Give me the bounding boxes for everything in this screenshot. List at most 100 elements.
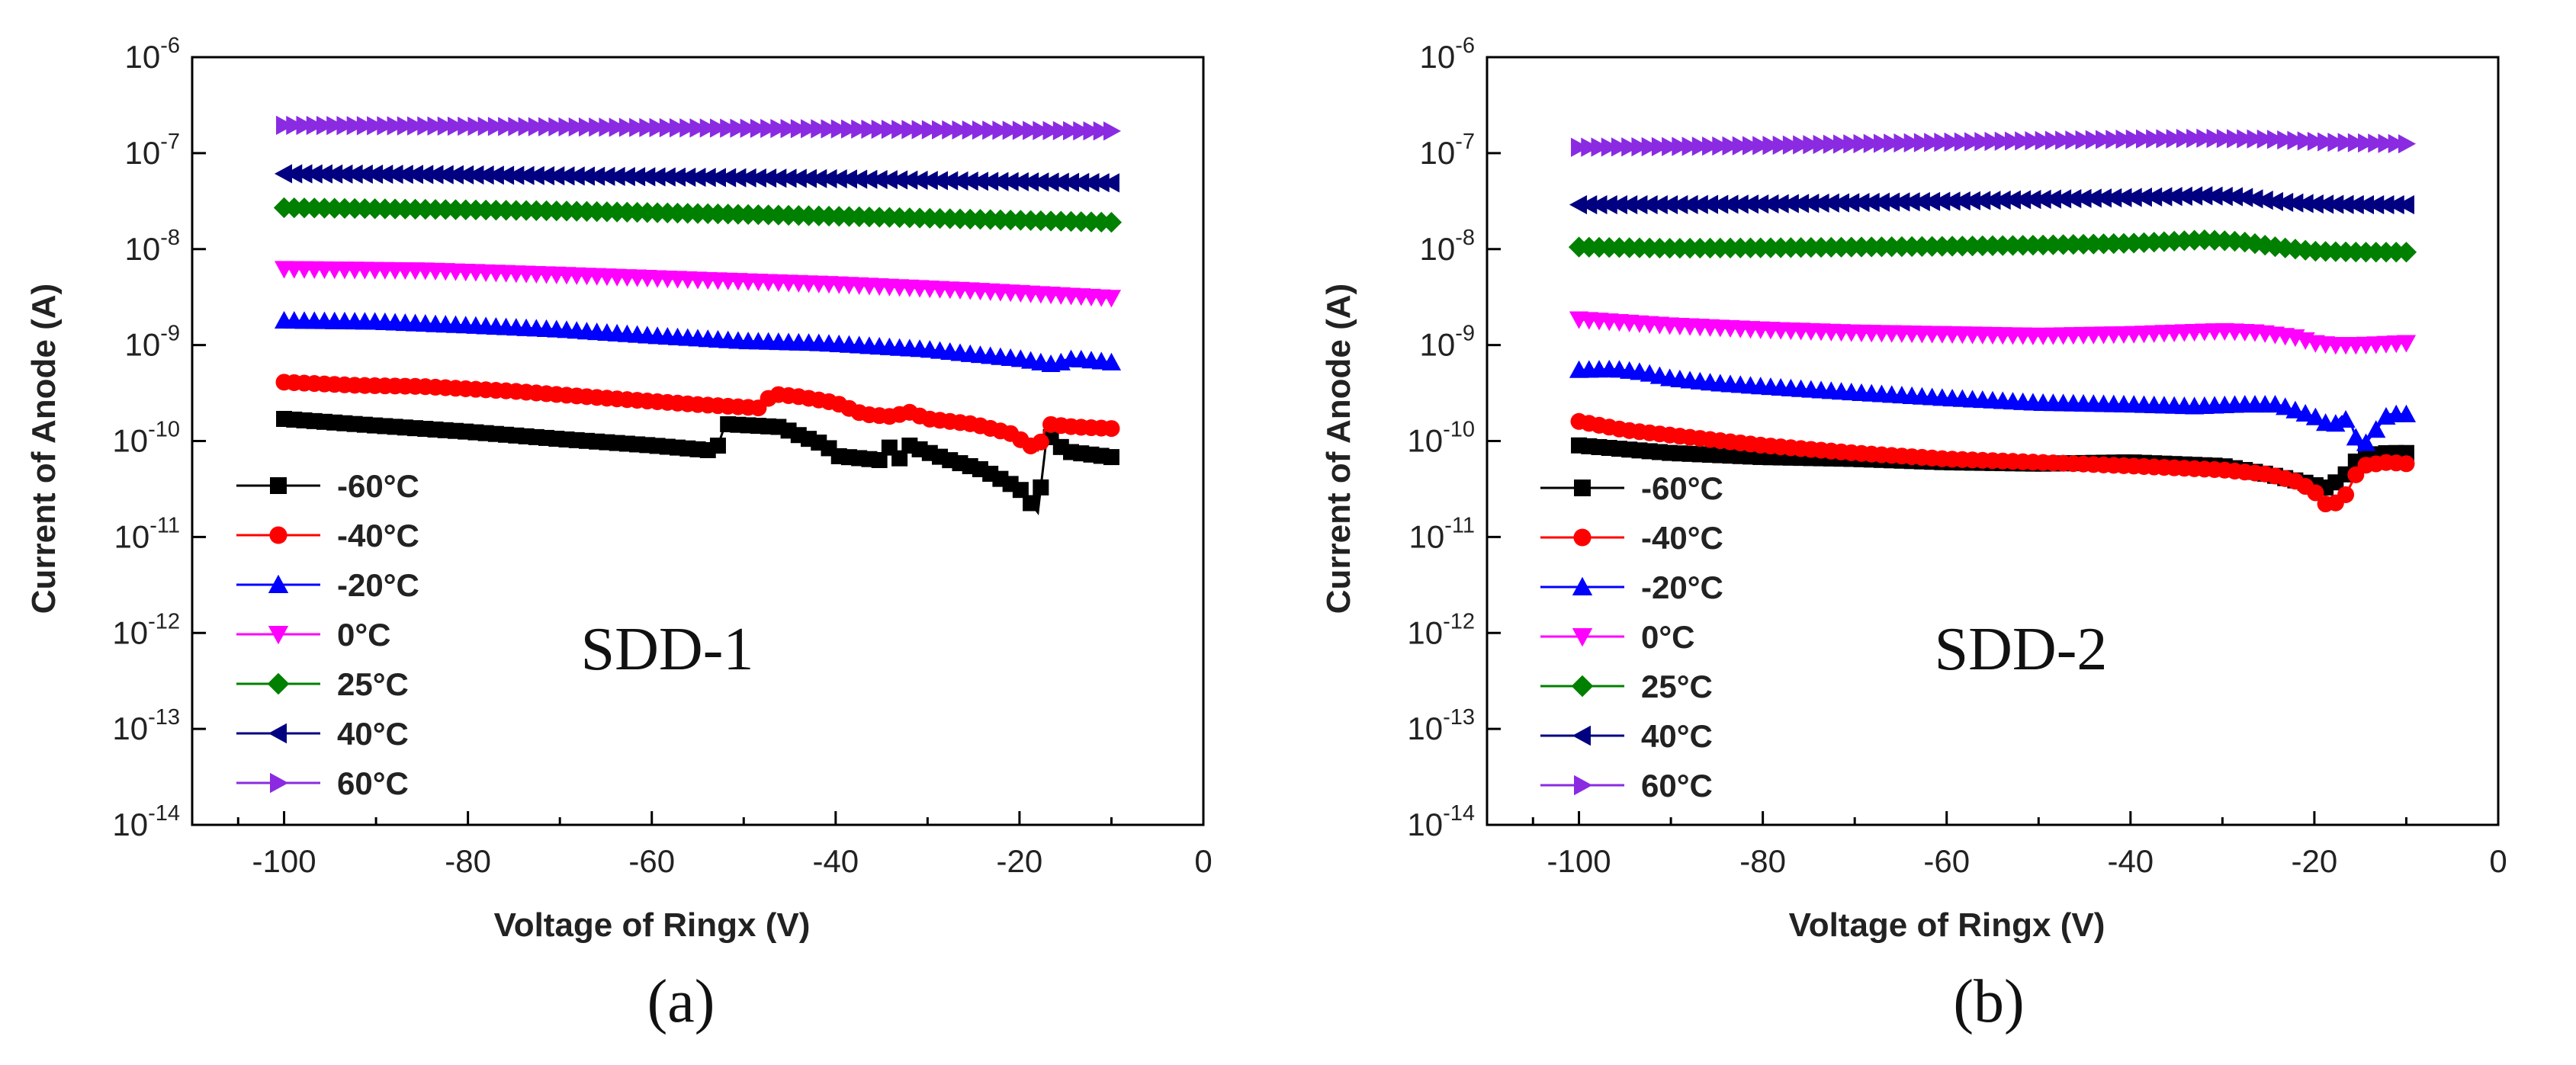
data-point [629,117,647,137]
data-point [1700,194,1719,214]
data-point [365,164,384,184]
data-point [1033,479,1049,496]
data-point [891,120,910,140]
data-point [962,120,980,140]
data-point [2185,186,2203,206]
data-point [992,120,1010,140]
data-point [2275,237,2296,258]
data-point [1873,133,1892,153]
panel-caption: (b) [1953,968,2024,1035]
data-point [1010,172,1029,192]
x-axis-title: Voltage of Ringx (V) [1789,906,2105,944]
legend-label: 40°C [337,716,409,752]
data-point [2234,231,2256,253]
data-point [284,164,303,184]
data-point [1620,194,1638,215]
legend-marker [270,477,287,494]
data-point [607,166,625,187]
data-point [1021,172,1039,192]
data-point [2075,130,2093,150]
data-point [355,164,373,184]
data-point [718,168,737,188]
data-point [1762,136,1781,156]
data-point [458,116,476,136]
data-point [709,438,726,454]
data-point [2256,129,2275,149]
data-point [1771,194,1789,213]
legend-marker [270,772,289,794]
data-point [1589,194,1608,215]
data-point [1973,191,1991,210]
data-point [759,168,777,188]
data-point [1063,120,1081,141]
data-point [2396,335,2417,353]
data-point [2255,191,2273,210]
data-point [1621,137,1640,157]
data-point [2114,188,2132,207]
data-point [1012,482,1029,499]
y-axis-title: Current of Anode (A) [1320,284,1357,614]
data-point [1893,133,1912,153]
x-axis: -100 -80 -60 -40 -20 0 [236,811,1213,879]
data-point [2378,133,2396,153]
x-tick-label: -20 [2292,843,2338,879]
legend-item: -20°C [236,567,419,603]
data-point [2368,133,2386,153]
data-point [921,120,940,140]
data-point [2295,403,2315,422]
data-point [821,119,839,139]
data-point [2356,433,2376,451]
legend-marker [269,526,287,544]
data-point [720,118,738,138]
legend-item: -20°C [1540,569,1723,605]
data-point [437,116,455,136]
y-axis: 10-1410-1310-1210-1110-1010-910-810-710-… [112,34,206,842]
y-tick-label: 10-14 [112,801,180,842]
y-tick-label: 10-13 [1407,705,1475,746]
data-point [1611,137,1630,157]
data-point [487,117,506,136]
data-point [1101,352,1122,371]
data-point [2164,187,2183,207]
data-point [496,165,515,185]
y-tick-base: 10 [1409,518,1445,554]
y-tick-label: 10-8 [1419,226,1475,267]
data-point [789,168,807,188]
data-point [981,172,999,191]
data-point [688,167,706,188]
data-point [2096,130,2114,149]
y-tick-label: 10-14 [1407,801,1475,842]
data-point [982,120,1001,140]
legend-label: 60°C [1641,768,1713,804]
legend-marker [1572,628,1593,647]
data-point [679,118,698,138]
data-point [2396,194,2414,215]
data-point [659,117,677,138]
data-point [445,165,464,184]
data-point [2085,130,2103,149]
y-tick-base: 10 [1419,39,1455,75]
data-point [2195,186,2213,206]
data-point [972,120,991,140]
data-point [891,450,908,467]
device-annotation: SDD-2 [1935,616,2108,683]
data-point [911,120,930,140]
data-point [385,165,403,184]
data-point [405,165,424,184]
data-point [336,116,355,136]
data-point [1924,133,1942,152]
y-tick-exponent: -13 [148,705,180,730]
x-axis-title: Voltage of Ringx (V) [494,906,811,944]
data-point [871,451,888,468]
data-point [467,117,486,136]
chart-panel-b: -100 -80 -60 -40 -20 010-1410-1310-1210-1110-… [1320,34,2507,1035]
legend-item: 60°C [1540,768,1713,804]
data-point [1680,194,1698,214]
data-point [940,171,959,191]
data-point [1581,137,1599,157]
data-point [456,165,474,184]
data-point [326,116,345,136]
data-point [2125,129,2144,149]
data-point [1801,194,1820,213]
legend-marker [1574,480,1591,496]
